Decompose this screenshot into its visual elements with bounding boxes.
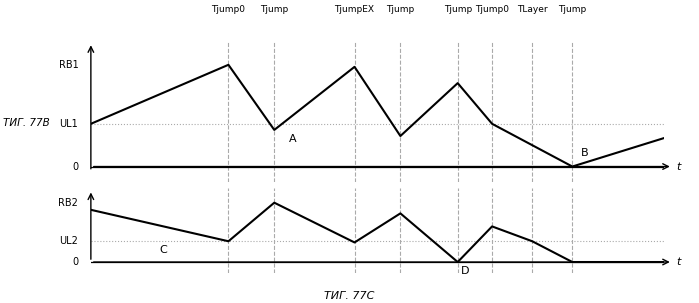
Text: Tjump0: Tjump0 — [211, 5, 245, 14]
Text: Tjump: Tjump — [387, 5, 415, 14]
Text: ΤИГ. 77C: ΤИГ. 77C — [324, 291, 375, 301]
Text: UL1: UL1 — [59, 119, 78, 129]
Text: t: t — [677, 257, 681, 267]
Text: A: A — [289, 134, 296, 144]
Text: RB1: RB1 — [59, 60, 78, 70]
Text: Tjump: Tjump — [444, 5, 472, 14]
Text: 0: 0 — [72, 161, 78, 171]
Text: TjumpEX: TjumpEX — [335, 5, 375, 14]
Text: Tjump: Tjump — [559, 5, 586, 14]
Text: D: D — [461, 266, 469, 276]
Text: TLayer: TLayer — [517, 5, 547, 14]
Text: Tjump: Tjump — [260, 5, 289, 14]
Text: 0: 0 — [72, 257, 78, 267]
Text: RB2: RB2 — [59, 198, 78, 208]
Text: C: C — [159, 245, 167, 255]
Text: t: t — [677, 161, 681, 171]
Text: ΤИГ. 77B: ΤИГ. 77B — [3, 118, 50, 128]
Text: B: B — [581, 148, 589, 158]
Text: Tjump0: Tjump0 — [475, 5, 509, 14]
Text: UL2: UL2 — [59, 236, 78, 246]
